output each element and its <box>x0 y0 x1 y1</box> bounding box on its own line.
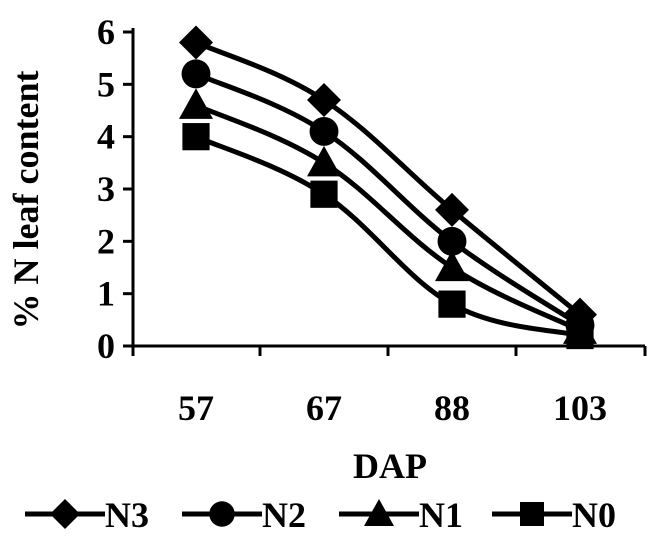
y-tick-label: 0 <box>97 326 115 366</box>
data-point-n2 <box>437 226 467 256</box>
x-tick-label: 103 <box>553 388 607 428</box>
data-point-n0 <box>438 290 466 318</box>
data-point-n2 <box>309 116 339 146</box>
series-n2 <box>181 59 595 340</box>
y-tick-label: 5 <box>97 64 115 104</box>
data-point-n3 <box>435 192 469 227</box>
series-n0 <box>182 123 594 350</box>
legend-marker <box>520 502 544 526</box>
data-point-n1 <box>179 88 213 119</box>
legend-label: N3 <box>105 495 149 535</box>
series-layer <box>179 25 597 350</box>
y-tick-label: 4 <box>97 117 115 157</box>
chart-axes: 0 1 2 3 4 5 6 57 67 88 103 <box>97 12 647 428</box>
legend-label: N1 <box>419 495 463 535</box>
series-line-n0 <box>194 134 581 338</box>
series-line-n1 <box>194 102 582 333</box>
series-line-n3 <box>194 40 582 317</box>
legend-item-n3: N3 <box>25 495 149 535</box>
x-tick-label: 57 <box>178 388 214 428</box>
y-axis-title: % N leaf content <box>6 71 46 330</box>
legend-marker <box>209 501 235 527</box>
data-point-n2 <box>181 59 211 89</box>
y-tick-label: 2 <box>97 221 115 261</box>
data-point-n0 <box>566 321 594 350</box>
data-point-n0 <box>182 123 210 151</box>
legend-item-n2: N2 <box>182 495 306 535</box>
y-tick-label: 3 <box>97 169 115 209</box>
x-axis-title: DAP <box>353 446 427 486</box>
y-tick-label: 6 <box>97 12 115 52</box>
legend-item-n1: N1 <box>339 495 463 535</box>
legend-label: N2 <box>262 495 306 535</box>
y-tick-label: 1 <box>97 274 115 314</box>
legend-item-n0: N0 <box>492 495 616 535</box>
data-point-n3 <box>179 25 213 60</box>
series-n1 <box>179 88 597 344</box>
legend-marker <box>364 499 394 526</box>
data-point-n0 <box>310 180 338 208</box>
x-tick-label: 88 <box>434 388 470 428</box>
x-tick-label: 67 <box>306 388 342 428</box>
legend-marker <box>50 499 80 529</box>
data-point-n3 <box>307 83 341 118</box>
legend-label: N0 <box>572 495 616 535</box>
data-point-n1 <box>307 145 341 177</box>
data-point-n1 <box>435 250 469 282</box>
chart-legend: N3 N2 N1 N0 <box>25 495 616 535</box>
series-n3 <box>179 25 597 332</box>
series-line-n2 <box>194 71 582 328</box>
